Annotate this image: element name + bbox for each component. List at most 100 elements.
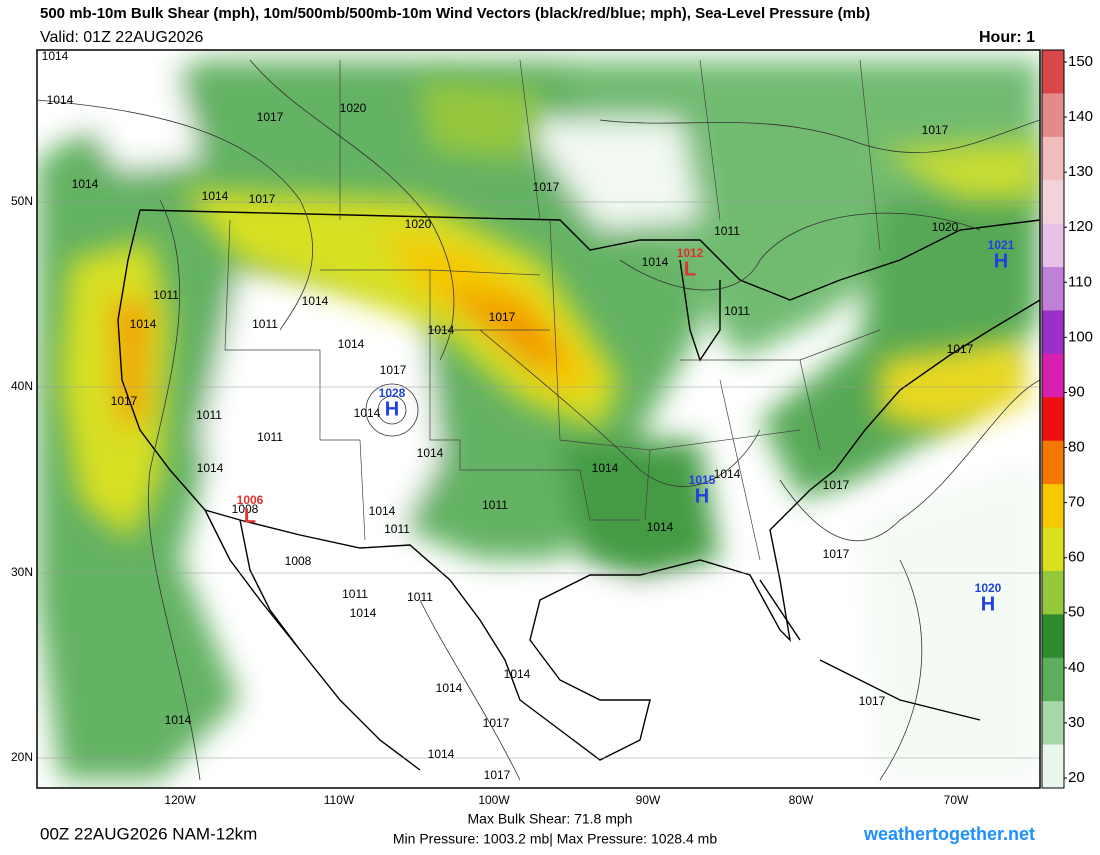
isobar-label: 1008	[285, 554, 312, 568]
title: 500 mb-10m Bulk Shear (mph), 10m/500mb/5…	[40, 5, 870, 22]
isobar-label: 1017	[249, 192, 276, 206]
colorbar-label: 130	[1068, 163, 1093, 180]
pressure-range: Min Pressure: 1003.2 mb| Max Pressure: 1…	[393, 831, 717, 847]
center-pressure: 1021	[988, 238, 1015, 252]
colorbar-swatch	[1042, 440, 1064, 485]
valid-time: Valid: 01Z 22AUG2026	[40, 29, 203, 46]
center-symbol: H	[385, 398, 399, 420]
lat-label: 20N	[11, 750, 33, 764]
isobar-label: 1011	[196, 408, 222, 422]
center-symbol: L	[684, 258, 696, 280]
lat-lon-grid	[37, 201, 1040, 759]
colorbar-label: 120	[1068, 218, 1093, 235]
isobar-label: 1017	[922, 123, 949, 137]
isobar-label: 1017	[111, 394, 138, 408]
lat-label: 30N	[11, 565, 33, 579]
colorbar-label: 140	[1068, 108, 1093, 125]
colorbar-label: 60	[1068, 549, 1085, 566]
isobar-label: 1014	[417, 446, 444, 460]
colorbar-swatch	[1042, 93, 1064, 138]
center-pressure: 1028	[379, 386, 406, 400]
isobar-label: 1020	[340, 101, 367, 115]
isobar-label: 1011	[482, 498, 508, 512]
colorbar-label: 80	[1068, 439, 1085, 456]
colorbar-swatch	[1042, 614, 1064, 659]
isobar-label: 1014	[428, 747, 455, 761]
center-symbol: H	[695, 485, 709, 507]
center-symbol: H	[994, 250, 1008, 272]
isobar-label: 1014	[302, 294, 329, 308]
max-shear: Max Bulk Shear: 71.8 mph	[468, 811, 633, 827]
colorbar-label: 30	[1068, 714, 1085, 731]
isobar-label: 1014	[428, 323, 455, 337]
isobar-label: 1014	[592, 461, 619, 475]
isobar-label: 1017	[947, 342, 974, 356]
isobar-label: 1011	[257, 430, 283, 444]
colorbar-swatch	[1042, 744, 1064, 789]
lon-label: 110W	[324, 793, 355, 807]
center-pressure: 1020	[975, 581, 1002, 595]
isobar-label: 1017	[380, 363, 407, 377]
isobar-label: 1017	[484, 768, 511, 782]
colorbar-label: 20	[1068, 769, 1085, 786]
lat-label: 50N	[11, 194, 33, 208]
isobar-label: 1014	[504, 667, 531, 681]
colorbar-label: 50	[1068, 604, 1085, 621]
isobar-label: 1011	[252, 317, 278, 331]
isobar-label: 1017	[257, 110, 284, 124]
isobar-label: 1014	[436, 681, 463, 695]
colorbar-swatch	[1042, 180, 1064, 225]
colorbar-label: 100	[1068, 328, 1093, 345]
colorbar-swatch	[1042, 657, 1064, 702]
lon-label: 100W	[478, 793, 510, 807]
isobar-label: 1014	[42, 49, 69, 63]
isobar-label: 1011	[384, 522, 410, 536]
colorbar-swatch	[1042, 310, 1064, 355]
isobar-label: 1014	[354, 406, 381, 420]
isobar-label: 1014	[714, 467, 741, 481]
isobar-label: 1017	[483, 716, 510, 730]
isobar-label: 1011	[407, 590, 433, 604]
lon-label: 80W	[789, 793, 814, 807]
isobar-label: 1014	[202, 189, 229, 203]
colorbar-frame	[1041, 49, 1065, 789]
isobar-label: 1020	[932, 220, 959, 234]
isobar-label: 1011	[153, 288, 179, 302]
map-area: 1014 1014 1020 1017 1017 1014 1014 1017 1017 1020…	[37, 49, 1040, 788]
isobar-label: 1017	[823, 478, 850, 492]
model-run: 00Z 22AUG2026 NAM-12km	[40, 824, 257, 843]
colorbar-label: 40	[1068, 659, 1085, 676]
isobar-label: 1020	[405, 217, 432, 231]
site-credit: weathertogether.net	[863, 824, 1035, 844]
lon-label: 120W	[164, 793, 196, 807]
map-frame	[36, 49, 1041, 789]
center-pressure: 1006	[237, 493, 264, 507]
isobar-label: 1014	[165, 713, 192, 727]
isobar-label: 1014	[47, 93, 74, 107]
colorbar-swatch	[1042, 267, 1064, 311]
colorbar-swatch	[1042, 484, 1064, 529]
colorbar-swatch	[1042, 353, 1064, 398]
colorbar-swatch	[1042, 136, 1064, 181]
colorbar-swatch	[1042, 397, 1064, 442]
isobar-label: 1011	[724, 304, 750, 318]
isobar-label: 1011	[342, 587, 368, 601]
colorbar-swatch	[1042, 527, 1064, 572]
isobar-label: 1017	[823, 547, 850, 561]
center-pressure: 1012	[677, 246, 704, 260]
isobar-label: 1014	[642, 255, 669, 269]
colorbar-label: 90	[1068, 383, 1085, 400]
isobars	[37, 59, 1040, 781]
isobar-label: 1014	[130, 317, 157, 331]
state-borders	[224, 59, 881, 561]
isobar-label: 1017	[533, 180, 560, 194]
center-symbol: L	[244, 505, 256, 527]
isobar-label: 1014	[350, 606, 377, 620]
isobar-label: 1014	[197, 461, 224, 475]
isobar-label: 1014	[338, 337, 365, 351]
colorbar-swatch	[1042, 701, 1064, 746]
lon-label: 90W	[636, 793, 661, 807]
colorbar-swatch	[1042, 50, 1064, 94]
lat-label: 40N	[11, 379, 33, 393]
isobar-label: 1014	[369, 504, 396, 518]
